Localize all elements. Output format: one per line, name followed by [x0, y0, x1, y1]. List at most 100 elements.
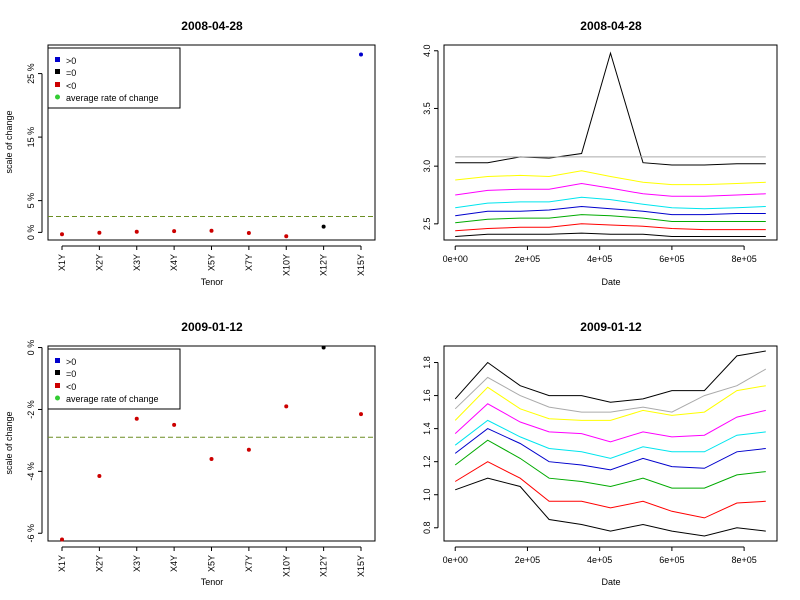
- chart-3-point: [359, 412, 363, 417]
- chart-panel-2: 2008-04-28 Date 2.5 3.0 3.5 4.0 0e+00 2e+05 4e…: [422, 19, 778, 287]
- chart-1-point: [134, 229, 139, 234]
- chart-3-x-tick-label: X3Y: [132, 555, 142, 572]
- legend-1-marker-1: [55, 69, 60, 74]
- legend-3-marker-1: [55, 370, 60, 375]
- chart-3-y-tick-label: -2 %: [26, 400, 36, 419]
- chart-1-x-tick-label: X1Y: [57, 254, 67, 271]
- chart-4-series-line: [454, 461, 766, 519]
- chart-1-x-tick-label: X7Y: [244, 254, 254, 271]
- chart-3-plot-area: [47, 345, 376, 542]
- legend-3-marker-2: [55, 383, 60, 388]
- chart-1-point: [97, 230, 102, 235]
- chart-2-y-tick-label: 3.0: [422, 160, 432, 173]
- legend-3-label-1: =0: [66, 369, 76, 379]
- legend-1-label-2: <0: [66, 81, 76, 91]
- chart-3-x-tick-label: X2Y: [94, 555, 104, 572]
- chart-1-ylabel: scale of change: [4, 110, 14, 173]
- chart-4-x-tick-label: 0e+00: [443, 555, 468, 565]
- chart-1-point: [246, 231, 251, 236]
- chart-1-xlabel: Tenor: [201, 277, 224, 287]
- chart-2-series-line: [455, 232, 766, 237]
- chart-2-series-line: [455, 51, 766, 166]
- chart-3-x-tick-label: X4Y: [169, 555, 179, 572]
- chart-panel-3: 2009-01-12 scale of change Tenor 0 % -2 %…: [4, 320, 376, 587]
- chart-3-x-tick-label: X10Y: [281, 555, 291, 577]
- chart-1-title: 2008-04-28: [181, 19, 243, 33]
- chart-1-x-tick-label: X12Y: [319, 254, 329, 276]
- chart-4-series-line: [454, 403, 766, 443]
- chart-1-y-tick-label: 0 %: [26, 225, 36, 241]
- legend-1-label-1: =0: [66, 68, 76, 78]
- chart-3-x-tick-label: X5Y: [207, 555, 217, 572]
- chart-1-point: [60, 232, 64, 237]
- chart-2-x-tick-label: 8e+05: [731, 254, 756, 264]
- legend-1-marker-2: [55, 82, 60, 87]
- chart-3-y-tick-label: -4 %: [26, 462, 36, 481]
- chart-1-point: [321, 224, 326, 229]
- chart-4-y-tick-label: 1.0: [422, 488, 432, 501]
- legend-3-label-0: >0: [66, 357, 76, 367]
- chart-1-x-tick-label: X4Y: [169, 254, 179, 271]
- chart-2-x-tick-label: 4e+05: [587, 254, 612, 264]
- chart-2-series-line: [455, 205, 766, 217]
- chart-4-x-tick-label: 4e+05: [587, 555, 612, 565]
- chart-2-y-tick-label: 3.5: [422, 102, 432, 115]
- chart-1-x-tick-label: X3Y: [132, 254, 142, 271]
- chart-2-y-tick-label: 2.5: [422, 218, 432, 231]
- legend-1-marker-0: [55, 57, 60, 62]
- chart-3-marks: 0 % -2 % -4 % -6 % X1Y X2Y X3Y X4Y X5Y X7Y X10Y X12…: [26, 340, 375, 577]
- chart-3-x-tick-label: X12Y: [319, 555, 329, 577]
- chart-3-point: [246, 447, 251, 452]
- chart-1-marks: 0 % 5 % 15 % 25 % X1Y X2Y X3Y X4Y X5Y X7Y X10Y X12Y…: [26, 52, 375, 276]
- chart-4-series-line: [455, 477, 766, 537]
- chart-4-series-line: [454, 419, 766, 459]
- chart-3-ylabel: scale of change: [4, 411, 14, 474]
- chart-2-series-line: [455, 170, 766, 186]
- chart-4-y-tick-label: 0.8: [422, 522, 432, 535]
- chart-4-series-line: [454, 368, 767, 413]
- chart-4-series-line: [454, 350, 766, 403]
- chart-3-legend: >0 =0 <0 average rate of change: [47, 348, 181, 410]
- chart-1-plot-area: [47, 44, 376, 241]
- legend-1-label-3: average rate of change: [66, 93, 159, 103]
- chart-2-plot-area: [443, 44, 778, 241]
- chart-3-x-tick-label: X15Y: [356, 555, 366, 577]
- chart-3-point: [172, 422, 177, 427]
- chart-3-point: [321, 345, 326, 350]
- chart-3-point: [134, 416, 139, 421]
- chart-4-y-tick-label: 1.4: [422, 422, 432, 435]
- chart-3-y-tick-label: 0 %: [26, 340, 36, 356]
- chart-1-point: [172, 229, 177, 234]
- legend-1-label-0: >0: [66, 56, 76, 66]
- chart-3-title: 2009-01-12: [181, 320, 243, 334]
- chart-4-marks: 0.8 1.0 1.2 1.4 1.6 1.8 0e+00 2e+05 4e+05 6e+05 8e…: [422, 350, 767, 565]
- chart-1-y-tick-label: 25 %: [26, 63, 36, 84]
- chart-3-point: [209, 456, 214, 461]
- chart-1-y-tick-label: 15 %: [26, 127, 36, 148]
- chart-3-point: [97, 474, 102, 478]
- legend-3-marker-0: [55, 358, 60, 363]
- chart-1-point: [359, 52, 363, 57]
- chart-1-y-tick-label: 5 %: [26, 193, 36, 209]
- chart-2-title: 2008-04-28: [580, 19, 642, 33]
- chart-2-x-tick-label: 6e+05: [659, 254, 684, 264]
- chart-4-x-tick-label: 8e+05: [731, 555, 756, 565]
- chart-panel-1: 2008-04-28 scale of change Tenor 0 % 5 % 1…: [4, 19, 376, 287]
- legend-3-marker-3: [55, 395, 60, 401]
- chart-3-xlabel: Tenor: [201, 577, 224, 587]
- chart-4-series-line: [454, 385, 766, 421]
- chart-panel-4: 2009-01-12 Date 0.8 1.0 1.2 1.4 1.6 1.8 0e+00 2…: [422, 320, 778, 587]
- chart-4-x-tick-label: 6e+05: [659, 555, 684, 565]
- chart-4-y-tick-label: 1.6: [422, 389, 432, 402]
- chart-2-x-tick-label: 2e+05: [515, 254, 540, 264]
- chart-1-x-tick-label: X15Y: [356, 254, 366, 276]
- chart-3-y-tick-label: -6 %: [26, 524, 36, 543]
- chart-1-x-tick-label: X5Y: [207, 254, 217, 271]
- chart-2-x-tick-label: 0e+00: [443, 254, 468, 264]
- chart-4-title: 2009-01-12: [580, 320, 642, 334]
- chart-4-y-tick-label: 1.2: [422, 455, 432, 468]
- chart-4-x-tick-label: 2e+05: [515, 555, 540, 565]
- chart-3-x-tick-label: X7Y: [244, 555, 254, 572]
- chart-2-marks: 2.5 3.0 3.5 4.0 0e+00 2e+05 4e+05 6e+05 8e+05: [422, 45, 766, 264]
